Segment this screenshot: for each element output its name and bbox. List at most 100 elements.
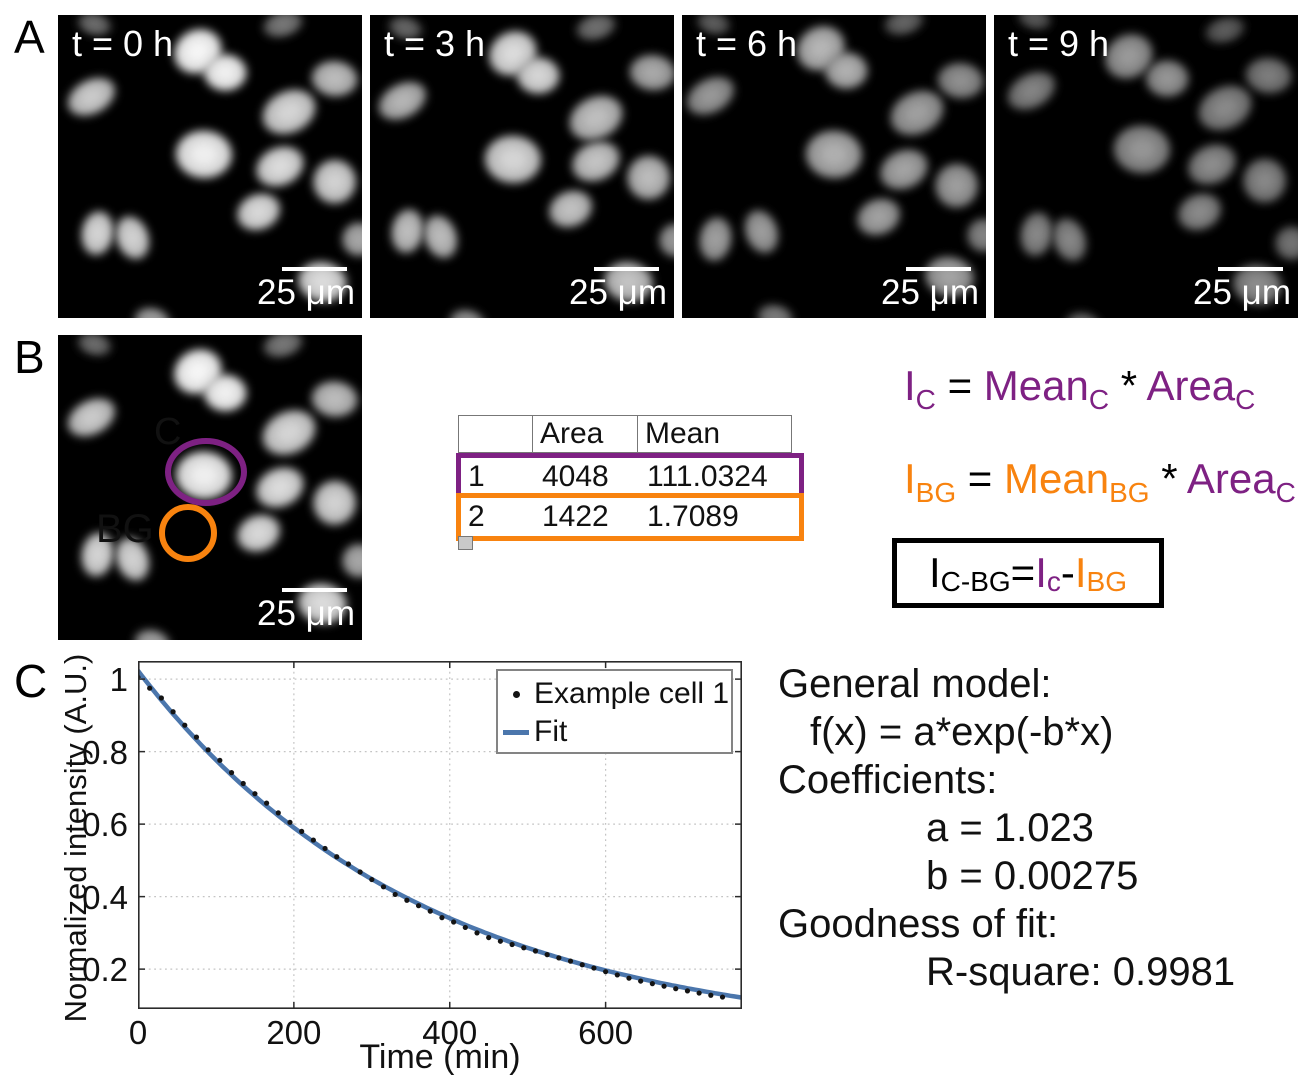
scatter-marker-icon <box>498 691 534 698</box>
data-point <box>322 846 327 851</box>
header-cell-mean: Mean <box>638 416 791 452</box>
roi-c-ellipse <box>165 438 247 506</box>
data-point <box>638 978 643 983</box>
fit-result-line: b = 0.00275 <box>778 852 1235 900</box>
data-point <box>708 993 713 998</box>
data-point <box>428 909 433 914</box>
row-area: 4048 <box>535 458 640 496</box>
scale-bar-label: 25 μm <box>1190 273 1294 313</box>
panel-c-label: C <box>14 654 47 708</box>
data-point <box>229 770 234 775</box>
scale-bar-label: 25 μm <box>878 273 982 313</box>
micrograph-t3: t = 3 h 25 μm <box>370 15 674 318</box>
legend-label: Example cell 1 <box>534 677 729 711</box>
fit-result-line: a = 1.023 <box>778 804 1235 852</box>
micrograph-t6: t = 6 h 25 μm <box>682 15 986 318</box>
data-point <box>626 976 631 981</box>
scale-bar-label: 25 μm <box>566 273 670 313</box>
equation-subscript: BG <box>916 477 956 508</box>
equation-term: = <box>956 455 1004 502</box>
header-cell-blank <box>459 416 533 452</box>
data-point <box>299 829 304 834</box>
data-point <box>603 969 608 974</box>
data-point <box>474 930 479 935</box>
micrograph-roi: C BG 25 μm <box>58 335 362 640</box>
scale-bar-label: 25 μm <box>254 594 358 634</box>
legend-label: Fit <box>534 715 567 749</box>
fit-results-text: General model:f(x) = a*exp(-b*x)Coeffici… <box>778 660 1235 996</box>
panel-a-label: A <box>14 10 45 64</box>
micrograph-t0: t = 0 h 25 μm <box>58 15 362 318</box>
chart-legend: Example cell 1 Fit <box>496 669 733 754</box>
data-point <box>393 892 398 897</box>
data-point <box>673 986 678 991</box>
data-point <box>358 869 363 874</box>
equation-term: Area <box>1146 362 1235 409</box>
equation-term: I <box>904 362 916 409</box>
equation-subscript: C <box>1235 384 1255 415</box>
fit-result-line: R-square: 0.9981 <box>778 948 1235 996</box>
scale-bar <box>282 588 347 592</box>
equation-term: Area <box>1187 455 1276 502</box>
equation-subscript: C <box>916 384 936 415</box>
scale-bar <box>1218 267 1283 271</box>
micrograph-t9: t = 9 h 25 μm <box>994 15 1298 318</box>
fit-result-line: Coefficients: <box>778 756 1235 804</box>
equation-subscript: BG <box>1109 477 1149 508</box>
time-label: t = 6 h <box>696 23 797 65</box>
equation-term: I <box>1035 549 1047 597</box>
table-row-background: 2 1422 1.7089 <box>456 493 804 541</box>
data-point <box>369 877 374 882</box>
equation-ic: IC = MeanC * AreaC <box>904 362 1255 410</box>
data-point <box>241 781 246 786</box>
equation-term: I <box>1075 549 1087 597</box>
data-point <box>182 723 187 728</box>
data-point <box>217 758 222 763</box>
data-point <box>685 988 690 993</box>
scale-bar <box>906 267 971 271</box>
data-point <box>615 972 620 977</box>
equation-term: I <box>904 455 916 502</box>
fit-result-line: Goodness of fit: <box>778 900 1235 948</box>
roi-bg-circle <box>159 504 217 562</box>
data-point <box>159 695 164 700</box>
data-point <box>720 994 725 999</box>
data-point <box>416 903 421 908</box>
equation-term: I <box>929 549 941 597</box>
row-area: 1422 <box>535 498 640 536</box>
roi-bg-label: BG <box>96 507 154 552</box>
equation-term: * <box>1150 455 1187 502</box>
data-point <box>661 984 666 989</box>
equation-subscript: BG <box>1087 566 1127 598</box>
legend-entry: Example cell 1 <box>498 675 731 713</box>
data-point <box>439 915 444 920</box>
data-point <box>276 810 281 815</box>
equation-subscript: c <box>1047 566 1061 598</box>
data-point <box>580 962 585 967</box>
data-point <box>264 801 269 806</box>
row-id: 1 <box>461 458 535 496</box>
line-marker-icon <box>498 730 534 735</box>
table-next-row-stub <box>458 536 473 550</box>
data-point <box>311 837 316 842</box>
legend-entry: Fit <box>498 713 731 751</box>
data-point <box>252 791 257 796</box>
data-point <box>334 854 339 859</box>
row-id: 2 <box>461 498 535 536</box>
data-point <box>521 945 526 950</box>
data-point <box>194 735 199 740</box>
scale-bar <box>282 267 347 271</box>
y-axis-label: Normalized intensity (A.U.) <box>58 654 94 1023</box>
panel-b-label: B <box>14 330 45 384</box>
equation-term: Mean <box>984 362 1089 409</box>
x-axis-label: Time (min) <box>138 1038 742 1077</box>
row-mean: 111.0324 <box>640 458 799 496</box>
data-point <box>509 942 514 947</box>
data-point <box>404 898 409 903</box>
data-point <box>381 884 386 889</box>
equation-subscript: C <box>1089 384 1109 415</box>
equation-term: = <box>936 362 984 409</box>
equation-term: - <box>1061 549 1075 597</box>
data-point <box>346 861 351 866</box>
